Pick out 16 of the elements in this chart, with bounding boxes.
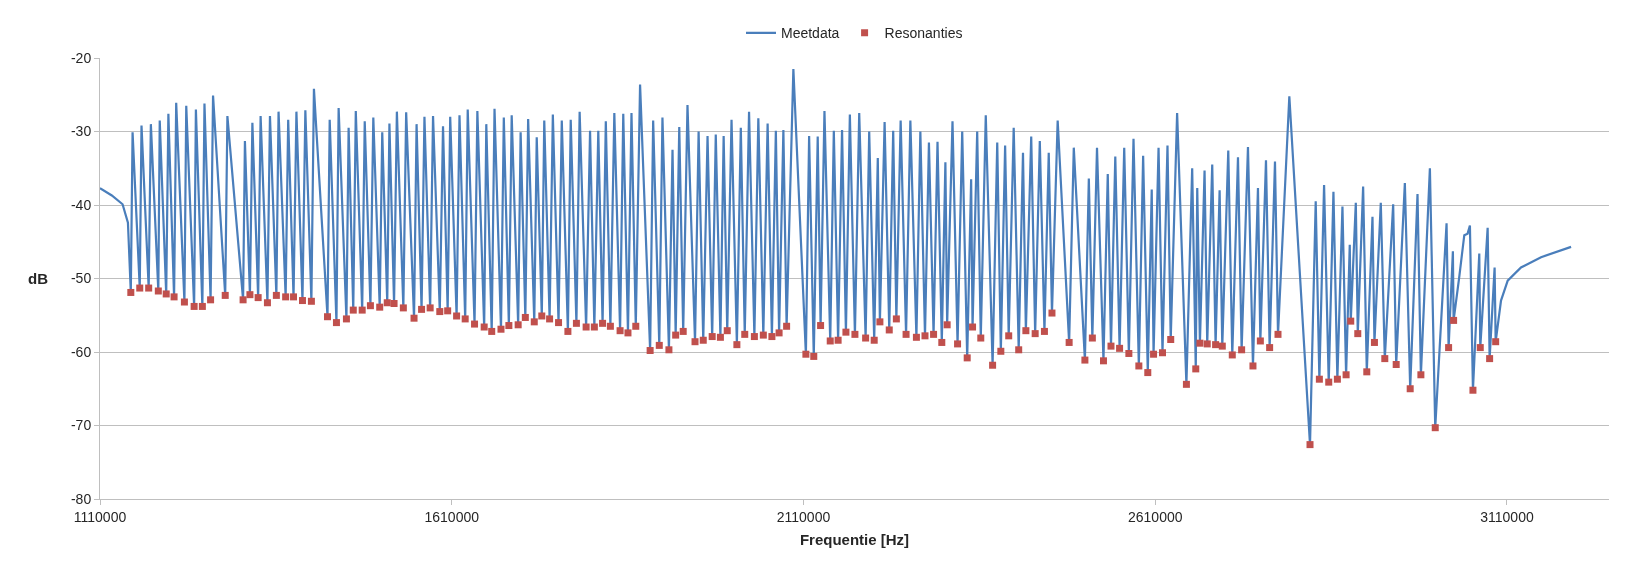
y-tick-label: -70: [70, 417, 92, 434]
y-tick-label: -20: [70, 49, 92, 66]
y-tick-label: -80: [70, 490, 92, 507]
x-tick-label: 1610000: [424, 508, 480, 525]
x-tick-label: 2610000: [1127, 508, 1183, 525]
x-tick-label: 1110000: [73, 508, 127, 525]
legend-label: Meetdata: [781, 25, 840, 42]
legend-label: Resonanties: [884, 25, 963, 42]
y-tick-label: -60: [70, 343, 92, 360]
y-tick-label: -30: [70, 123, 92, 140]
y-axis-title: dB: [28, 270, 49, 287]
x-tick-label: 2110000: [776, 508, 831, 525]
x-tick-label: 3110000: [1480, 508, 1534, 525]
x-axis-title: Frequentie [Hz]: [799, 530, 910, 548]
y-tick-label: -40: [70, 196, 92, 213]
y-tick-label: -50: [70, 270, 92, 287]
